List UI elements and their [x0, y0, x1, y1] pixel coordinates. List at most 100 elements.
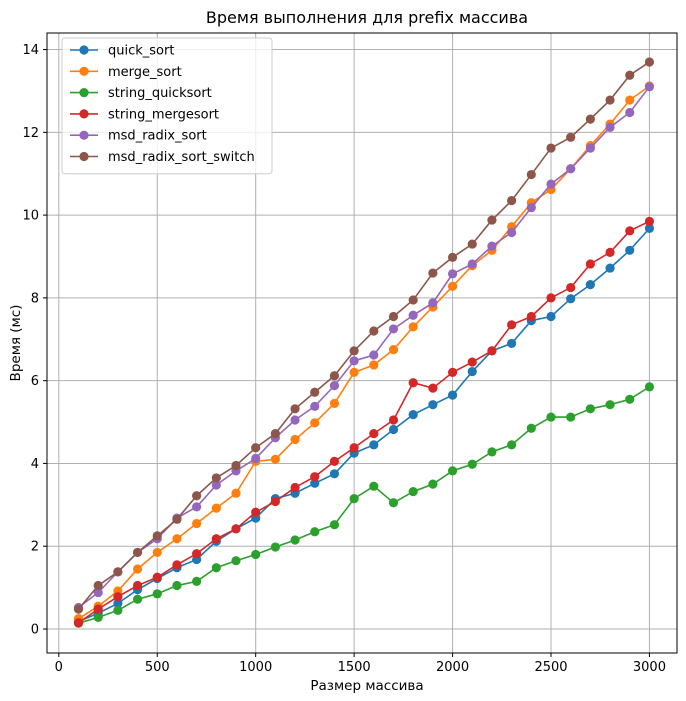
data-point — [625, 226, 635, 236]
data-point — [152, 572, 162, 582]
data-point — [172, 560, 182, 570]
data-point — [566, 282, 576, 293]
data-point — [566, 164, 576, 174]
x-tick-label: 1000 — [239, 660, 272, 675]
data-point — [369, 429, 379, 439]
y-tick-label: 6 — [31, 374, 39, 389]
data-point — [644, 223, 655, 233]
data-point — [408, 322, 418, 332]
data-point — [113, 605, 123, 615]
data-point — [487, 241, 497, 251]
data-point — [467, 259, 477, 269]
legend-item: quick_sort — [70, 44, 174, 59]
data-point — [172, 580, 182, 591]
data-point — [507, 338, 517, 349]
data-point — [507, 320, 517, 330]
data-point — [447, 269, 458, 279]
data-point — [585, 259, 595, 269]
y-axis-label: Время (мс) — [8, 305, 24, 382]
data-point — [113, 592, 123, 602]
legend-label: msd_radix_sort — [108, 129, 207, 144]
data-point — [329, 371, 340, 381]
series-string-mergesort — [73, 216, 655, 628]
chart-title: Время выполнения для prefix массива — [206, 8, 528, 27]
data-point — [132, 594, 143, 604]
grid — [47, 33, 677, 653]
data-point — [428, 268, 438, 278]
x-tick-label: 500 — [145, 660, 170, 675]
legend-marker — [79, 88, 89, 98]
data-point — [526, 423, 536, 433]
data-point — [93, 587, 103, 598]
data-point — [644, 216, 655, 226]
data-point — [192, 502, 202, 512]
data-point — [408, 410, 418, 420]
data-point — [211, 563, 221, 573]
legend-marker — [79, 151, 89, 162]
data-point — [447, 466, 458, 476]
data-point — [192, 576, 202, 586]
data-point — [526, 311, 536, 322]
data-point — [310, 472, 320, 482]
data-point — [467, 459, 477, 469]
data-point — [585, 404, 595, 414]
data-point — [625, 70, 635, 80]
data-point — [585, 114, 595, 124]
data-point — [211, 473, 221, 483]
data-point — [231, 460, 241, 471]
data-point — [507, 196, 517, 206]
data-point — [388, 424, 399, 435]
data-point — [369, 350, 379, 360]
data-point — [388, 498, 399, 508]
data-point — [566, 294, 576, 304]
data-point — [625, 245, 635, 255]
data-point — [132, 547, 143, 558]
legend-label: msd_radix_sort_switch — [108, 150, 255, 165]
data-point — [447, 281, 458, 291]
data-point — [93, 604, 103, 614]
data-point — [231, 556, 241, 566]
data-point — [93, 612, 103, 623]
series-string-quicksort — [73, 382, 655, 628]
data-point — [428, 479, 438, 489]
data-point — [251, 549, 261, 560]
data-point — [507, 227, 517, 238]
data-point — [467, 366, 477, 377]
data-point — [113, 567, 123, 577]
legend-item: msd_radix_sort — [70, 129, 207, 144]
data-point — [310, 418, 320, 428]
legend-marker — [79, 109, 89, 119]
data-point — [388, 415, 399, 425]
data-point — [132, 580, 143, 591]
data-point — [251, 443, 261, 453]
data-point — [605, 122, 615, 132]
data-point — [644, 82, 655, 92]
data-point — [585, 280, 595, 290]
data-point — [428, 383, 438, 393]
data-point — [428, 400, 438, 410]
data-point — [329, 456, 340, 466]
legend-label: string_mergesort — [108, 107, 219, 122]
data-point — [644, 382, 655, 392]
data-point — [231, 488, 241, 498]
data-point — [369, 326, 379, 336]
data-point — [487, 215, 497, 225]
data-point — [251, 453, 261, 464]
data-point — [152, 531, 162, 541]
data-point — [605, 95, 615, 105]
data-point — [526, 169, 536, 180]
data-point — [507, 440, 517, 450]
axis-ticks: 0 500 1000 1500 2000 2500 3000 0 2 4 6 8 10 12 14 — [22, 43, 666, 675]
data-point — [310, 401, 320, 411]
data-point — [349, 367, 359, 377]
data-point — [349, 346, 359, 356]
data-point — [329, 398, 340, 409]
data-point — [93, 580, 103, 591]
y-tick-label: 0 — [31, 622, 39, 637]
data-point — [349, 494, 359, 504]
data-point — [625, 394, 635, 404]
data-point — [349, 443, 359, 453]
legend-label: quick_sort — [108, 44, 174, 59]
data-point — [625, 95, 635, 105]
